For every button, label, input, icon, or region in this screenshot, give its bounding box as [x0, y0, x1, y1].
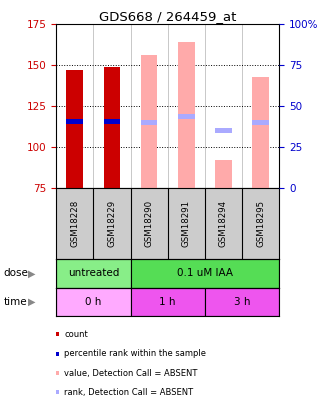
Bar [66, 70, 83, 188]
Text: GSM18290: GSM18290 [145, 200, 154, 247]
Text: rank, Detection Call = ABSENT: rank, Detection Call = ABSENT [64, 388, 193, 397]
Text: 0 h: 0 h [85, 297, 101, 307]
Title: GDS668 / 264459_at: GDS668 / 264459_at [99, 10, 236, 23]
Bar [178, 43, 195, 188]
Bar [66, 119, 83, 124]
Bar [104, 119, 120, 124]
Bar [215, 160, 232, 188]
Text: 3 h: 3 h [234, 297, 250, 307]
Text: percentile rank within the sample: percentile rank within the sample [64, 349, 206, 358]
Text: GSM18295: GSM18295 [256, 200, 265, 247]
Text: ▶: ▶ [28, 269, 36, 278]
Bar [252, 77, 269, 188]
Text: GSM18294: GSM18294 [219, 200, 228, 247]
Text: time: time [3, 297, 27, 307]
Bar [104, 67, 120, 188]
Text: count: count [64, 330, 88, 339]
Text: GSM18228: GSM18228 [70, 200, 79, 247]
Bar [131, 288, 205, 316]
Text: untreated: untreated [68, 269, 119, 278]
Bar [252, 120, 269, 125]
Bar [56, 288, 131, 316]
Bar [215, 128, 232, 133]
Text: 0.1 uM IAA: 0.1 uM IAA [177, 269, 233, 278]
Bar [178, 114, 195, 119]
Text: GSM18291: GSM18291 [182, 200, 191, 247]
Bar [131, 259, 279, 288]
Text: ▶: ▶ [28, 297, 36, 307]
Text: value, Detection Call = ABSENT: value, Detection Call = ABSENT [64, 369, 197, 377]
Text: GSM18229: GSM18229 [108, 200, 117, 247]
Text: dose: dose [3, 269, 28, 278]
Bar [205, 288, 279, 316]
Bar [141, 55, 158, 188]
Text: 1 h: 1 h [160, 297, 176, 307]
Bar [141, 120, 158, 125]
Bar [56, 259, 131, 288]
